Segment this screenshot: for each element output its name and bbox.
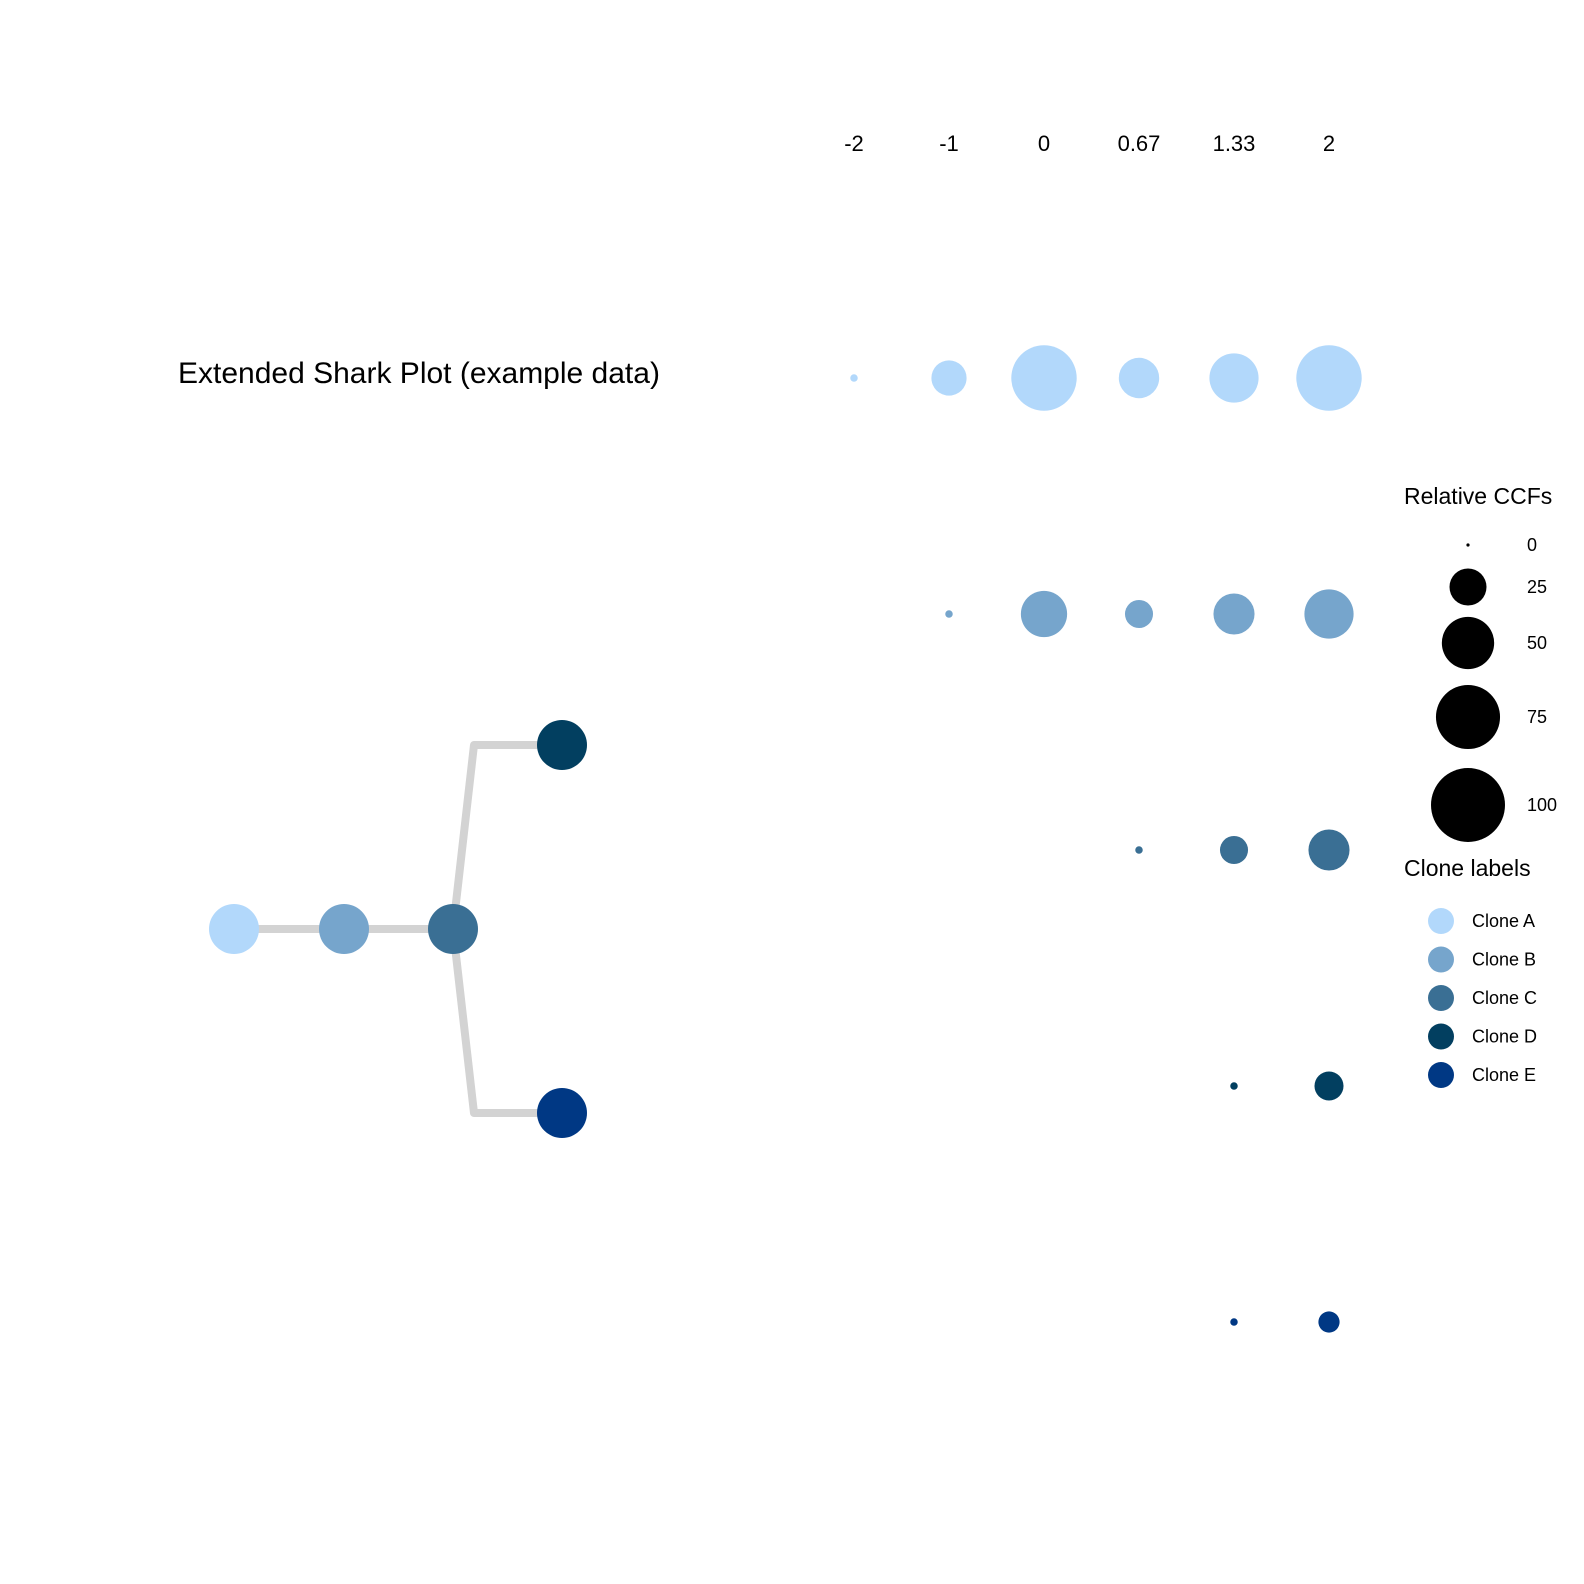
ccf-point-clone-d <box>1230 1082 1238 1090</box>
ccf-point-clone-b <box>1124 599 1154 629</box>
size-legend: Relative CCFs 0 25 50 75 100 <box>1404 483 1557 842</box>
tree-edge-clone-c-to-clone-d <box>449 741 562 930</box>
color-legend-label: Clone E <box>1472 1065 1536 1085</box>
tree-node-clone-e <box>537 1088 587 1138</box>
x-tick-label: -2 <box>844 131 864 156</box>
tree-node-clone-b <box>319 904 369 954</box>
clone-tree <box>209 720 587 1138</box>
x-axis-ticks: -2 -1 0 0.67 1.33 2 <box>844 131 1335 156</box>
ccf-point-clone-c <box>1308 829 1350 871</box>
x-tick-label: 1.33 <box>1213 131 1256 156</box>
color-legend-key-clone-e <box>1428 1062 1454 1088</box>
ccf-point-clone-a <box>1011 345 1077 411</box>
ccf-point-clone-c <box>1219 835 1249 865</box>
ccf-point-clone-a <box>931 360 967 396</box>
x-tick-label: 0 <box>1038 131 1050 156</box>
x-tick-label: 2 <box>1323 131 1335 156</box>
size-legend-title: Relative CCFs <box>1404 483 1552 509</box>
size-legend-label: 25 <box>1527 577 1547 597</box>
size-legend-key <box>1431 768 1505 842</box>
ccf-point-clone-b <box>1020 590 1068 638</box>
ccf-point-clone-b <box>1213 593 1255 635</box>
ccf-point-clone-b <box>1304 589 1354 639</box>
ccf-point-clone-a <box>850 374 858 382</box>
color-legend-key-clone-c <box>1428 985 1454 1011</box>
size-legend-key <box>1466 543 1470 547</box>
size-legend-label: 75 <box>1527 707 1547 727</box>
color-legend-label: Clone B <box>1472 950 1536 970</box>
ccf-point-clone-a <box>1118 357 1160 399</box>
size-legend-key <box>1449 568 1487 606</box>
tree-edge-clone-c-to-clone-e <box>449 928 562 1117</box>
color-legend-key-clone-d <box>1428 1023 1454 1050</box>
ccf-dot-matrix <box>850 345 1362 1333</box>
ccf-point-clone-a <box>1209 353 1259 403</box>
size-legend-label: 100 <box>1527 795 1557 815</box>
ccf-point-clone-e <box>1318 1311 1340 1333</box>
color-legend-label: Clone D <box>1472 1027 1537 1047</box>
size-legend-key <box>1441 616 1495 670</box>
tree-node-clone-c <box>428 904 478 954</box>
color-legend-label: Clone A <box>1472 911 1535 931</box>
chart-title: Extended Shark Plot (example data) <box>178 357 660 390</box>
color-legend-title: Clone labels <box>1404 855 1531 881</box>
color-legend-key-clone-b <box>1428 946 1454 973</box>
x-tick-label: -1 <box>939 131 959 156</box>
color-legend: Clone labels Clone A Clone B Clone C Clone … <box>1404 855 1537 1088</box>
ccf-point-clone-c <box>1135 846 1143 854</box>
tree-node-clone-a <box>209 904 259 954</box>
size-legend-key <box>1435 684 1501 750</box>
color-legend-key-clone-a <box>1428 908 1454 934</box>
tree-node-clone-d <box>537 720 587 770</box>
size-legend-label: 0 <box>1527 535 1537 555</box>
ccf-point-clone-d <box>1314 1071 1344 1101</box>
ccf-point-clone-a <box>1296 345 1362 411</box>
ccf-point-clone-b <box>945 610 953 618</box>
color-legend-label: Clone C <box>1472 988 1537 1008</box>
x-tick-label: 0.67 <box>1118 131 1161 156</box>
ccf-point-clone-e <box>1230 1318 1238 1326</box>
size-legend-label: 50 <box>1527 633 1547 653</box>
